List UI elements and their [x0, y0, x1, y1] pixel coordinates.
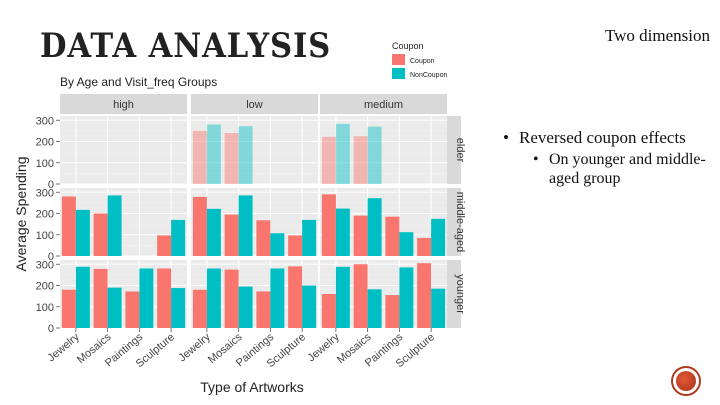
facet-strip-younger [445, 260, 461, 328]
bar-coupon-middle-aged-medium-Jewelry [321, 194, 336, 256]
legend-label-coupon: Coupon [410, 58, 435, 65]
bar-noncoupon-middle-aged-medium-Jewelry [335, 208, 350, 256]
bar-noncoupon-younger-high-Paintings [139, 268, 154, 328]
y-tick-label: 0 [48, 251, 54, 263]
bar-coupon-younger-low-Jewelry [192, 289, 207, 328]
bar-noncoupon-middle-aged-low-Sculpture [302, 219, 317, 256]
bullet-list: Reversed coupon effects On younger and m… [503, 128, 713, 188]
legend-label-noncoupon: NonCoupon [410, 72, 447, 79]
bar-noncoupon-younger-medium-Paintings [399, 267, 414, 328]
y-tick-label: 100 [36, 158, 54, 170]
bar-coupon-middle-aged-high-Sculpture [157, 235, 172, 256]
facet-label-elder: elder [454, 138, 466, 163]
slide-title: DATA ANALYSIS [40, 26, 332, 66]
bar-noncoupon-middle-aged-high-Mosaics [107, 195, 122, 256]
bar-noncoupon-middle-aged-low-Jewelry [206, 208, 221, 256]
facet-strip-middle-aged [445, 188, 461, 256]
bar-coupon-younger-medium-Sculpture [417, 263, 432, 328]
x-axis-title: Type of Artworks [200, 379, 303, 395]
chart-title: By Age and Visit_freq Groups [60, 75, 217, 89]
bar-noncoupon-elder-low-Mosaics [238, 126, 253, 184]
bar-coupon-middle-aged-low-Sculpture [288, 235, 303, 256]
bar-coupon-younger-low-Sculpture [288, 266, 303, 328]
bar-coupon-younger-medium-Jewelry [321, 294, 336, 328]
bar-noncoupon-elder-low-Jewelry [206, 124, 221, 184]
y-axis-title: Average Spending [13, 157, 29, 272]
bar-noncoupon-middle-aged-high-Sculpture [171, 219, 186, 256]
bar-coupon-younger-high-Paintings [125, 291, 140, 328]
bar-coupon-middle-aged-medium-Mosaics [353, 215, 368, 256]
next-slide-button[interactable] [671, 366, 701, 396]
bar-coupon-elder-medium-Jewelry [321, 136, 336, 184]
bullet-item: Reversed coupon effects [503, 128, 713, 148]
bar-coupon-middle-aged-low-Paintings [256, 220, 271, 256]
bar-noncoupon-middle-aged-high-Jewelry [75, 209, 90, 256]
bar-coupon-elder-low-Jewelry [192, 130, 207, 184]
bar-coupon-elder-low-Mosaics [224, 133, 239, 184]
bar-noncoupon-middle-aged-low-Paintings [270, 233, 285, 256]
bar-noncoupon-younger-medium-Jewelry [335, 266, 350, 328]
bar-noncoupon-elder-medium-Jewelry [335, 123, 350, 184]
facet-strip-elder [445, 116, 461, 184]
y-tick-label: 200 [36, 281, 54, 293]
bar-noncoupon-younger-high-Mosaics [107, 287, 122, 328]
bar-noncoupon-middle-aged-medium-Paintings [399, 232, 414, 256]
y-tick-label: 200 [36, 209, 54, 221]
bar-noncoupon-younger-high-Jewelry [75, 266, 90, 328]
panel-elder-high [60, 116, 187, 184]
bar-coupon-middle-aged-medium-Sculpture [417, 237, 432, 256]
bar-coupon-younger-high-Sculpture [157, 268, 172, 328]
bar-noncoupon-younger-high-Sculpture [171, 288, 186, 328]
facet-label-middle-aged: middle-aged [454, 192, 466, 253]
y-tick-label: 100 [36, 230, 54, 242]
y-tick-label: 300 [36, 115, 54, 127]
bar-coupon-younger-high-Jewelry [61, 289, 76, 328]
bar-noncoupon-middle-aged-medium-Mosaics [367, 198, 382, 256]
bar-coupon-younger-low-Mosaics [224, 269, 239, 328]
bar-coupon-younger-high-Mosaics [93, 268, 108, 328]
bar-noncoupon-younger-low-Sculpture [302, 285, 317, 328]
bar-coupon-younger-medium-Paintings [385, 295, 400, 328]
facet-strip-high [60, 94, 187, 114]
facet-label-low: low [246, 99, 263, 111]
y-tick-label: 300 [36, 259, 54, 271]
legend-swatch-coupon [392, 54, 405, 65]
facet-strip-medium [320, 94, 447, 114]
y-tick-label: 0 [48, 179, 54, 191]
bar-noncoupon-middle-aged-low-Mosaics [238, 195, 253, 256]
panel-elder-low [191, 116, 318, 184]
facet-strip-low [191, 94, 318, 114]
sub-bullet-item: On younger and middle-aged group [533, 150, 713, 188]
legend-title: Coupon [392, 41, 424, 51]
corner-label: Two dimension [604, 26, 710, 45]
bar-noncoupon-younger-low-Mosaics [238, 286, 253, 328]
bar-coupon-elder-medium-Mosaics [353, 136, 368, 184]
panel-elder-medium [320, 116, 447, 184]
bar-coupon-middle-aged-high-Jewelry [61, 196, 76, 256]
bar-coupon-middle-aged-low-Jewelry [192, 196, 207, 256]
bar-noncoupon-younger-medium-Sculpture [431, 288, 446, 328]
circle-icon [676, 371, 696, 391]
y-tick-label: 200 [36, 137, 54, 149]
bar-noncoupon-elder-medium-Mosaics [367, 126, 382, 184]
bar-noncoupon-middle-aged-medium-Sculpture [431, 218, 446, 256]
legend-swatch-noncoupon [392, 68, 405, 79]
bar-coupon-middle-aged-high-Mosaics [93, 213, 108, 256]
facet-label-medium: medium [364, 99, 403, 111]
bar-coupon-younger-low-Paintings [256, 291, 271, 328]
y-tick-label: 300 [36, 187, 54, 199]
bar-coupon-younger-medium-Mosaics [353, 264, 368, 328]
facet-label-high: high [113, 99, 134, 111]
bar-noncoupon-younger-medium-Mosaics [367, 289, 382, 328]
bar-noncoupon-younger-low-Paintings [270, 268, 285, 328]
bar-coupon-middle-aged-medium-Paintings [385, 216, 400, 256]
y-tick-label: 100 [36, 302, 54, 314]
bar-coupon-middle-aged-low-Mosaics [224, 214, 239, 256]
facet-label-younger: younger [454, 274, 466, 314]
y-tick-label: 0 [48, 323, 54, 335]
bar-noncoupon-younger-low-Jewelry [206, 268, 221, 328]
